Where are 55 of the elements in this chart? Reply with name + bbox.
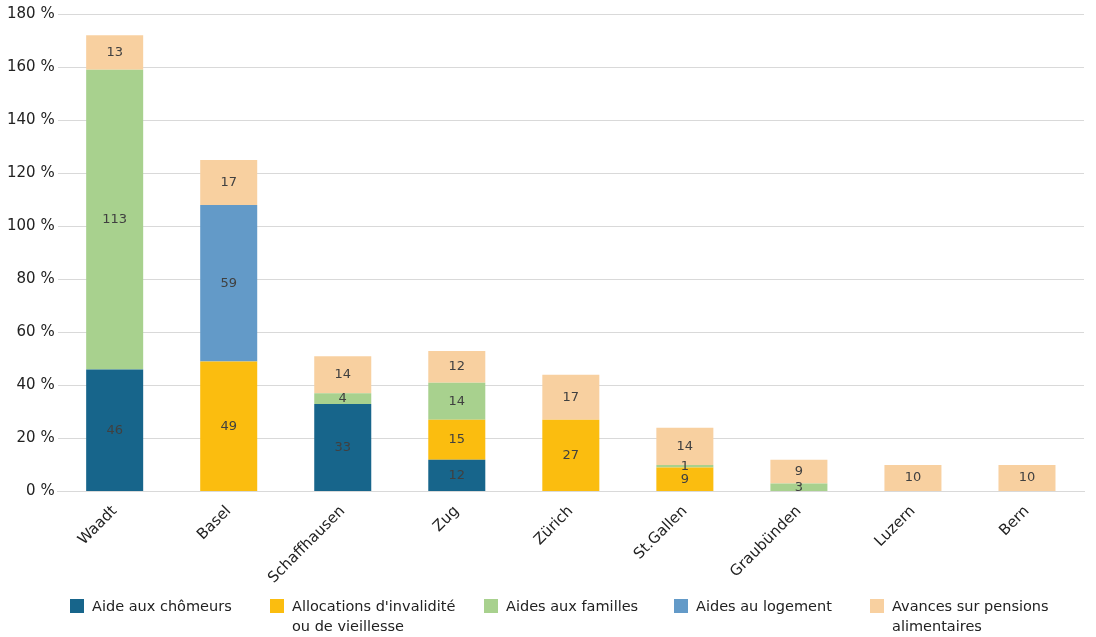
bar — [428, 350, 486, 383]
y-tick-label: 100 % — [7, 216, 55, 235]
data-label: 9 — [794, 462, 804, 478]
bar — [200, 159, 258, 205]
data-label: 27 — [562, 446, 580, 462]
data-label: 15 — [448, 431, 466, 447]
legend-label: Aides au logement — [696, 597, 833, 616]
bar — [314, 393, 372, 404]
data-label: 17 — [562, 388, 580, 404]
y-tick-label: 140 % — [7, 109, 55, 128]
data-label: 12 — [448, 358, 466, 374]
y-tick-label: 40 % — [16, 375, 55, 394]
y-tick-label: 20 % — [16, 428, 55, 447]
bar — [200, 204, 258, 362]
data-label: 49 — [220, 417, 237, 433]
y-tick-label: 80 % — [16, 269, 55, 288]
bar — [428, 382, 486, 420]
bar — [770, 459, 828, 484]
data-label: 12 — [448, 466, 466, 482]
data-label: 113 — [102, 210, 128, 226]
legend-label: Allocations d'invalidité ou de vieillesse — [292, 597, 457, 636]
bar — [542, 419, 600, 491]
bar — [314, 403, 372, 491]
bar — [542, 374, 600, 420]
bar — [998, 464, 1056, 491]
bar — [428, 459, 486, 491]
data-label: 13 — [106, 43, 123, 59]
bar — [884, 464, 942, 491]
y-tick-label: 60 % — [16, 322, 55, 341]
data-label: 10 — [1018, 469, 1036, 485]
x-tick-label: Zug — [428, 501, 463, 536]
legend-label: Aide aux chômeurs — [92, 597, 233, 616]
data-label: 33 — [334, 438, 352, 454]
data-label: 46 — [106, 421, 123, 437]
data-label: 14 — [676, 437, 694, 453]
data-label: 4 — [338, 390, 347, 405]
bar — [86, 35, 144, 70]
bar — [428, 419, 486, 460]
data-label: 14 — [334, 366, 352, 382]
y-tick-label: 0 % — [26, 481, 55, 500]
legend-label: Aides aux familles — [506, 597, 640, 616]
y-tick-label: 120 % — [7, 163, 55, 182]
bar — [86, 369, 144, 491]
data-label: 3 — [794, 478, 804, 494]
bar — [200, 361, 258, 491]
legend-label: Avances sur pensions alimentaires — [892, 597, 1050, 636]
data-label: 14 — [448, 392, 466, 408]
data-label: 17 — [220, 173, 237, 189]
data-label: 9 — [680, 470, 690, 486]
data-label: 10 — [904, 469, 922, 485]
bar — [86, 69, 144, 370]
y-tick-label: 160 % — [7, 56, 55, 75]
y-tick-label: 180 % — [7, 3, 55, 22]
data-label: 59 — [220, 274, 237, 290]
bar — [314, 356, 372, 394]
